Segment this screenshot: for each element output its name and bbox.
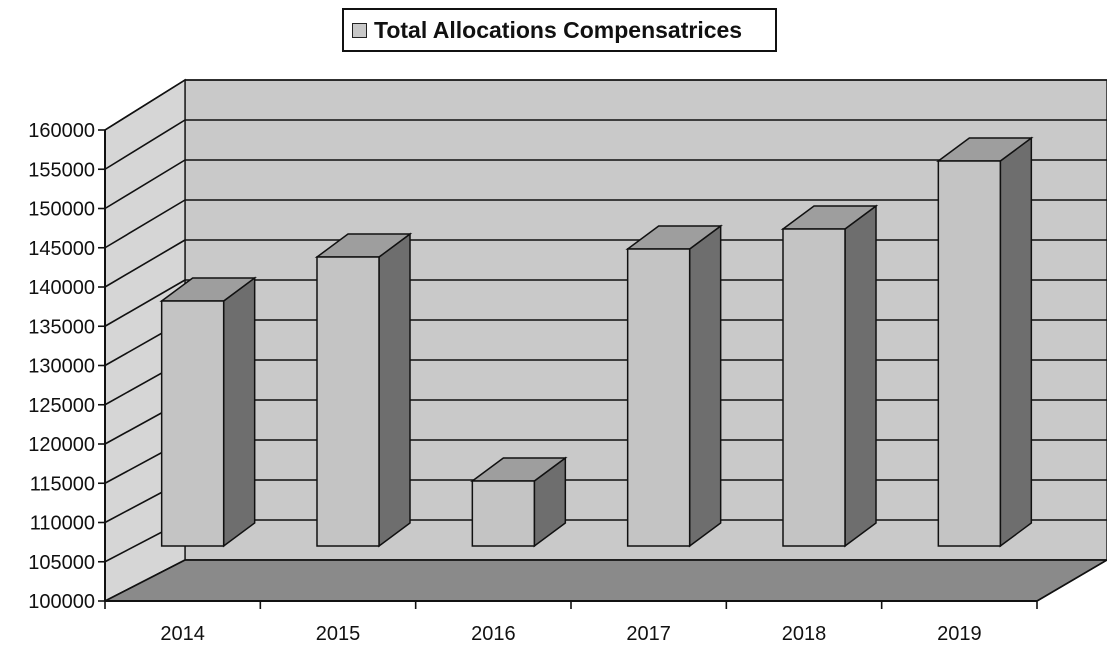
bar-front [626,248,691,547]
x-tick-label: 2014 [160,623,205,645]
x-tick-label: 2016 [471,623,516,645]
legend-label: Total Allocations Compensatrices [374,16,743,43]
floor-edge [1036,559,1107,602]
y-tick-label: 115000 [30,473,95,495]
y-tick-label: 125000 [28,395,95,417]
gridline-side [104,279,186,327]
gridline-side [104,159,186,210]
x-tick-label: 2018 [782,623,827,645]
x-tick-label: 2019 [937,623,982,645]
bar-side [378,232,411,548]
chart-floor [104,559,1107,602]
bar-front [471,480,536,547]
y-tick-label: 155000 [28,159,95,181]
y-tick-label: 130000 [28,356,95,378]
y-tick-label: 120000 [28,434,95,456]
chart-legend: Total Allocations Compensatrices [342,8,777,52]
bar-front [782,228,846,547]
y-tick-label: 145000 [28,238,95,260]
bar-2018 [780,204,879,548]
bar-2016 [470,456,568,548]
bar-2014 [159,276,257,548]
gridline-side [104,79,186,131]
bar-front [316,256,380,547]
bar-side [999,136,1033,548]
x-tick-label: 2015 [316,623,361,645]
y-tick-label: 140000 [28,277,95,299]
y-tick-label: 150000 [28,199,95,221]
bar-side [222,276,256,548]
bar-front [937,160,1002,547]
bar-2015 [314,232,413,548]
y-tick-label: 160000 [28,120,95,142]
legend-swatch [352,22,367,38]
bar-2019 [936,136,1034,548]
bar-side [688,224,722,548]
gridline-side [104,199,186,249]
y-tick-label: 105000 [28,552,95,574]
bar-side [844,204,877,548]
bar-2017 [625,224,723,548]
gridline-side [104,239,186,288]
y-tick-label: 100000 [28,591,95,613]
bar-front [160,300,225,547]
y-tick-label: 135000 [28,316,95,338]
x-tick-label: 2017 [626,623,671,645]
gridline-side [104,119,186,170]
gridline-side [104,559,186,602]
y-tick-label: 110000 [30,513,95,535]
